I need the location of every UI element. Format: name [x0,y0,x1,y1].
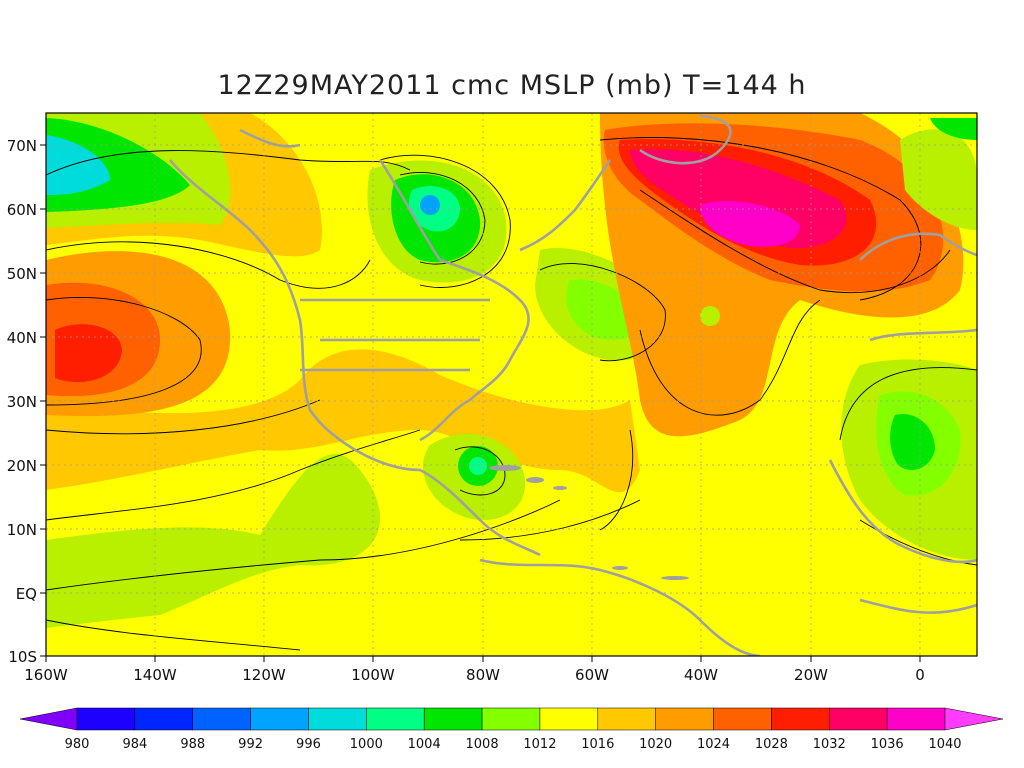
colorbar-swatch [481,707,541,731]
lat-label: 10N [7,521,37,539]
lat-label: 70N [7,137,37,155]
lat-label: 20N [7,457,37,475]
colorbar-level-label: 1016 [581,737,614,752]
lon-label: 120W [242,666,286,684]
colorbar: 980 984 988 992 996 1000 1004 1008 1012 1016 1020 1… [19,707,1004,752]
colorbar-level-label: 996 [296,737,321,752]
lat-label: 60N [7,201,37,219]
colorbar-level-label: 1020 [639,737,672,752]
lon-label: 60W [575,666,609,684]
lat-label: 10S [8,648,37,666]
lon-label: 80W [466,666,500,684]
colorbar-swatch [829,707,888,731]
lon-label: 160W [24,666,68,684]
colorbar-arrow-high [944,707,1004,731]
colorbar-level-label: 980 [65,737,90,752]
colorbar-swatch [771,707,830,731]
lon-label: 100W [351,666,395,684]
map-frame [45,112,978,657]
lon-label: 40W [684,666,718,684]
colorbar-swatch [597,707,656,731]
longitude-axis [45,656,921,662]
colorbar-arrow-low [19,707,78,731]
colorbar-level-label: 1028 [755,737,788,752]
latitude-axis [40,144,46,657]
colorbar-swatch [192,707,251,731]
graticule [46,113,977,656]
colorbar-level-label: 1040 [928,737,961,752]
colorbar-level-label: 1036 [871,737,904,752]
colorbar-level-label: 988 [180,737,205,752]
colorbar-swatch [134,707,193,731]
colorbar-level-label: 1000 [350,737,383,752]
colorbar-swatch [886,707,946,731]
colorbar-swatch [308,707,367,731]
colorbar-swatch [713,707,772,731]
lon-label: 140W [133,666,177,684]
map-title: 12Z29MAY2011 cmc MSLP (mb) T=144 h [217,70,807,101]
lat-label: 30N [7,393,37,411]
colorbar-swatch [539,707,599,731]
colorbar-swatch [366,707,425,731]
colorbar-level-label: 1004 [408,737,441,752]
colorbar-level-label: 1032 [813,737,846,752]
lat-label: 50N [7,265,37,283]
colorbar-level-label: 992 [238,737,263,752]
pressure-field [46,113,977,656]
colorbar-swatch [655,707,714,731]
colorbar-swatch [76,707,136,731]
lon-label: 20W [794,666,828,684]
colorbar-level-label: 1008 [466,737,499,752]
lat-label: 40N [7,329,37,347]
lon-label: 0 [915,666,925,684]
colorbar-swatch [250,707,309,731]
lat-label: EQ [16,585,37,603]
colorbar-level-label: 1024 [697,737,730,752]
colorbar-level-label: 984 [122,737,147,752]
colorbar-swatch [423,707,483,731]
colorbar-level-label: 1012 [523,737,556,752]
